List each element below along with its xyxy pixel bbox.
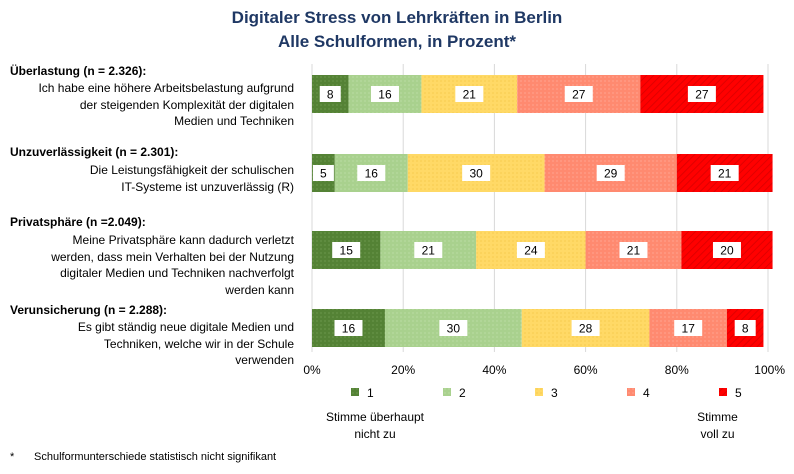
x-tick-label: 60% xyxy=(574,363,598,377)
description-line: der steigenden Komplexität der digitalen xyxy=(79,97,294,112)
data-label-box xyxy=(370,86,399,102)
row-heading-verunsicherung: Verunsicherung (n = 2.288): xyxy=(10,303,168,317)
x-tick-label: 80% xyxy=(665,363,689,377)
data-label-box xyxy=(596,165,625,181)
description-line: digitaler Medien und Techniken nachverfo… xyxy=(60,266,294,280)
legend: 1 2 3 4 5 xyxy=(351,386,742,400)
footnote-text: Schulformunterschiede statistisch nicht … xyxy=(34,451,277,463)
data-label: 21 xyxy=(463,88,477,102)
scale-low-line: nicht zu xyxy=(354,427,396,441)
data-label: 20 xyxy=(720,244,734,258)
row-description-privatsphaere: Meine Privatsphäre kann dadurch verletzt… xyxy=(0,232,294,298)
legend-label: 3 xyxy=(551,386,558,400)
scale-low-label: Stimme überhaupt nicht zu xyxy=(300,409,450,443)
data-label: 27 xyxy=(572,88,586,102)
x-tick-label: 40% xyxy=(482,363,506,377)
description-line: Ich habe eine höhere Arbeitsbelastung au… xyxy=(38,81,294,95)
x-axis-ticks: 0% 20% 40% 60% 80% 100% xyxy=(303,363,785,377)
legend-label: 4 xyxy=(643,386,650,400)
data-label: 16 xyxy=(342,322,356,336)
data-label-box xyxy=(332,242,361,258)
description-line: IT-Systeme ist unzuverlässig (R) xyxy=(121,179,294,194)
data-label-box xyxy=(712,242,741,258)
scale-low-line: Stimme überhaupt xyxy=(325,410,425,424)
row-description-ueberlastung: Ich habe eine höhere Arbeitsbelastung au… xyxy=(0,80,294,130)
description-line: verwenden xyxy=(235,353,294,367)
scale-high-label: Stimme voll zu xyxy=(660,409,775,443)
data-label: 21 xyxy=(627,244,641,258)
data-label-box xyxy=(571,320,600,336)
legend-swatch xyxy=(627,388,635,396)
data-label-box xyxy=(710,165,739,181)
data-label: 21 xyxy=(718,167,732,181)
x-tick-label: 100% xyxy=(754,363,785,377)
footnote: * Schulformunterschiede statistisch nicht… xyxy=(10,451,276,463)
data-label-box xyxy=(516,242,545,258)
legend-swatch xyxy=(351,388,359,396)
data-label-box xyxy=(674,320,703,336)
description-line: Medien und Techniken xyxy=(174,114,294,128)
data-label: 24 xyxy=(524,244,538,258)
data-label: 30 xyxy=(469,167,483,181)
data-label-box xyxy=(687,86,716,102)
footnote-marker: * xyxy=(10,451,15,463)
data-label: 30 xyxy=(447,322,461,336)
row-heading-ueberlastung: Überlastung (n = 2.326): xyxy=(10,64,147,78)
data-label-box xyxy=(462,165,491,181)
row-description-verunsicherung: Es gibt ständig neue digitale Medien und… xyxy=(0,319,294,369)
description-line: werden, dass mein Verhalten bei der Nutz… xyxy=(51,249,294,264)
row-heading-unzuverlaessigkeit: Unzuverlässigkeit (n = 2.301): xyxy=(10,145,179,159)
data-label-box xyxy=(312,165,334,181)
data-label: 8 xyxy=(742,322,749,336)
description-line: Techniken, welche wir in der Schule xyxy=(103,336,294,351)
data-label: 28 xyxy=(579,322,593,336)
legend-label: 5 xyxy=(735,386,742,400)
data-label-box xyxy=(334,320,363,336)
data-label: 27 xyxy=(695,88,709,102)
data-label-box xyxy=(619,242,648,258)
scale-high-line: Stimme xyxy=(697,410,738,424)
data-label-box xyxy=(734,320,756,336)
data-label: 21 xyxy=(422,244,436,258)
data-label: 16 xyxy=(365,167,379,181)
data-label-box xyxy=(455,86,484,102)
description-line: Es gibt ständig neue digitale Medien und xyxy=(77,320,294,334)
data-label: 29 xyxy=(604,167,618,181)
bars: 8 16 21 27 27 5 16 30 29 21 15 21 24 21 20 16 30 28 17 8 xyxy=(312,75,773,347)
data-label: 8 xyxy=(327,88,334,102)
chart-title-line2: Alle Schulformen, in Prozent* xyxy=(277,32,517,51)
legend-swatch xyxy=(443,388,451,396)
legend-swatch xyxy=(719,388,727,396)
chart-title-line1: Digitaler Stress von Lehrkräften in Berl… xyxy=(231,8,563,27)
row-description-unzuverlaessigkeit: Die Leistungsfähigkeit der schulischen I… xyxy=(0,162,294,195)
data-label-box xyxy=(439,320,468,336)
data-label: 16 xyxy=(378,88,392,102)
legend-swatch xyxy=(535,388,543,396)
description-line: werden kann xyxy=(225,282,294,297)
x-tick-label: 0% xyxy=(303,363,321,377)
legend-label: 1 xyxy=(367,386,374,400)
data-label: 17 xyxy=(682,322,696,336)
description-line: Die Leistungsfähigkeit der schulischen xyxy=(89,163,294,177)
data-label: 5 xyxy=(320,167,327,181)
data-label-box xyxy=(414,242,443,258)
x-tick-label: 20% xyxy=(391,363,415,377)
legend-label: 2 xyxy=(459,386,466,400)
scale-high-line: voll zu xyxy=(700,427,735,441)
data-label-box xyxy=(319,86,341,102)
data-label-box xyxy=(357,165,386,181)
description-line: Meine Privatsphäre kann dadurch verletzt xyxy=(72,233,294,247)
data-label-box xyxy=(564,86,593,102)
data-label: 15 xyxy=(340,244,354,258)
row-heading-privatsphaere: Privatsphäre (n =2.049): xyxy=(10,215,146,229)
